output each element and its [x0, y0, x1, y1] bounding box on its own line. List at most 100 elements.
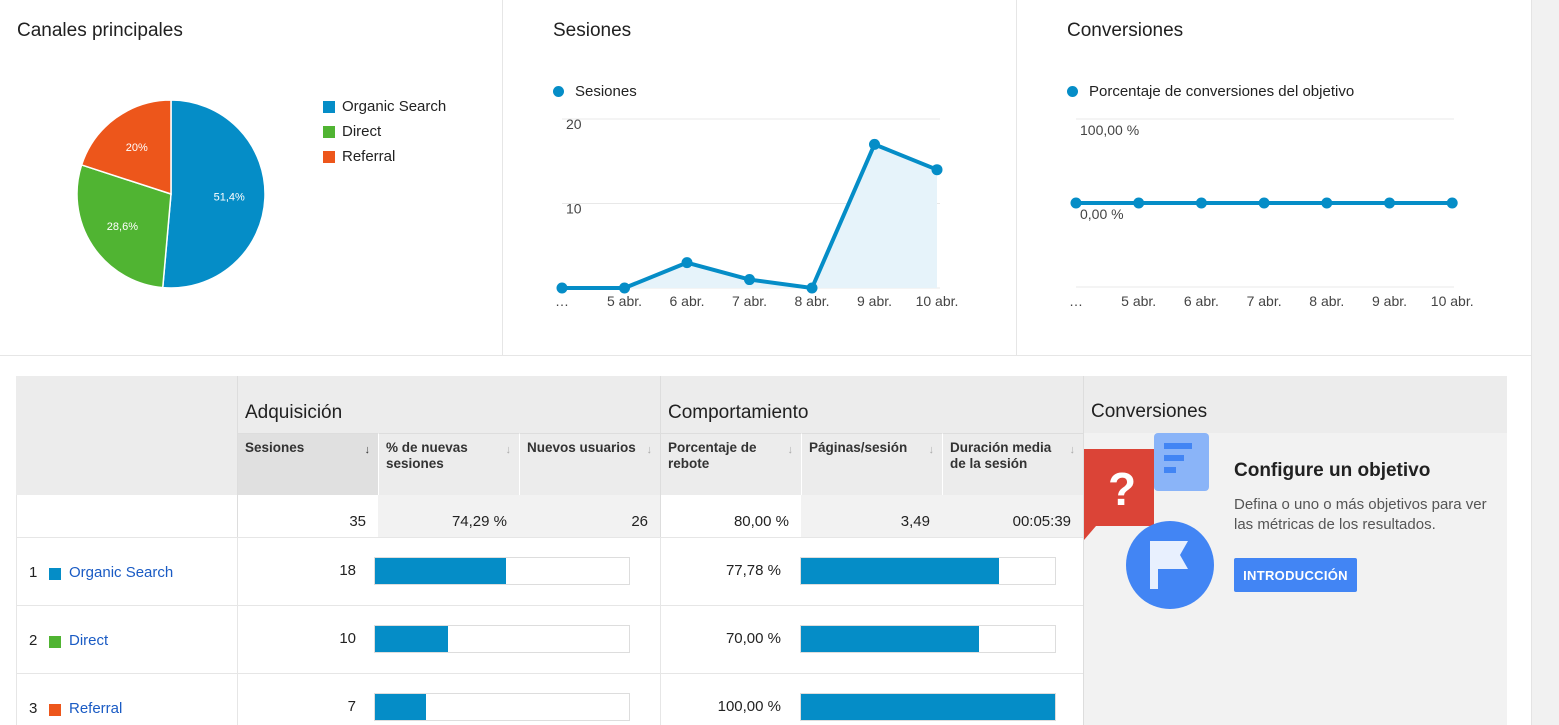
col-sessions[interactable]: Sesiones ↓: [237, 433, 378, 495]
col-divider: [237, 537, 238, 725]
data-point: [1258, 197, 1270, 209]
row-bounce: 100,00 %: [717, 698, 781, 715]
sessions-legend[interactable]: Sesiones: [553, 83, 637, 100]
col-pages-label: Páginas/sesión: [809, 440, 908, 455]
row-bounce: 70,00 %: [725, 630, 781, 647]
x-tick-label: 9 abr.: [857, 293, 892, 309]
col-pages[interactable]: Páginas/sesión ↓: [801, 433, 942, 495]
sessions-share-bar: [374, 693, 630, 721]
sort-icon: ↓: [646, 444, 653, 456]
sessions-share-bar: [374, 625, 630, 653]
y-tick-label: 0,00 %: [1080, 206, 1124, 222]
data-point: [556, 282, 568, 294]
totals-label-cell: [16, 495, 237, 537]
sessions-panel-title: Sesiones: [553, 20, 632, 41]
x-tick-label: 7 abr.: [1247, 293, 1282, 309]
y-tick-label: 100,00 %: [1080, 122, 1139, 138]
series-area: [562, 144, 937, 288]
table-left-border: [16, 537, 17, 725]
table-row: 3 Referral 7 100,00 %: [16, 673, 1083, 725]
top-channels-pie-chart: 51,4% 28,6% 20%: [76, 99, 266, 289]
data-point: [619, 282, 630, 294]
col-bounce-label: Porcentaje de rebote: [668, 440, 757, 471]
goal-cta-title: Configure un objetivo: [1234, 460, 1431, 481]
legend-label-referral: Referral: [342, 148, 396, 165]
data-point: [744, 274, 755, 286]
bounce-rate-bar: [800, 625, 1056, 653]
row-rank: 1: [29, 564, 38, 581]
data-point: [1321, 197, 1333, 209]
goal-cta-description: Defina o uno o más objetivos para ver la…: [1234, 496, 1487, 533]
y-tick-label: 10: [566, 201, 582, 217]
legend-swatch-organic: [323, 100, 335, 113]
channel-color-swatch: [49, 636, 61, 648]
x-tick-label: …: [1069, 293, 1083, 309]
conversions-legend-dot: [1067, 86, 1078, 97]
col-duration-label: Duración media de la sesión: [950, 440, 1052, 471]
legend-item-organic[interactable]: Organic Search: [323, 98, 446, 115]
channel-color-swatch: [49, 704, 61, 716]
sessions-share-fill: [375, 558, 506, 584]
conversions-panel-title: Conversiones: [1067, 20, 1184, 41]
col-new-users-label: Nuevos usuarios: [527, 440, 636, 455]
col-new-sessions[interactable]: % de nuevas sesiones ↓: [378, 433, 519, 495]
scrollbar[interactable]: [1531, 0, 1559, 725]
goal-intro-button[interactable]: INTRODUCCIÓN: [1234, 558, 1357, 592]
x-tick-label: 8 abr.: [794, 293, 829, 309]
top-channels-title: Canales principales: [17, 20, 183, 41]
sessions-share-fill: [375, 694, 426, 720]
col-new-users[interactable]: Nuevos usuarios ↓: [519, 433, 660, 495]
x-tick-label: 5 abr.: [607, 293, 642, 309]
legend-label-organic: Organic Search: [342, 98, 447, 115]
sort-icon: ↓: [1069, 444, 1076, 456]
legend-swatch-direct: [323, 125, 335, 138]
x-tick-label: 5 abr.: [1121, 293, 1156, 309]
x-tick-label: 10 abr.: [916, 293, 959, 309]
channel-link[interactable]: Referral: [69, 700, 123, 717]
bounce-rate-bar: [800, 557, 1056, 585]
sessions-panel: Sesiones Sesiones 20 10 … 5 abr. 6 abr. 7 abr…: [502, 0, 1016, 356]
data-point: [1070, 197, 1082, 209]
channel-link[interactable]: Direct: [69, 632, 109, 649]
sessions-share-bar: [374, 557, 630, 585]
table-corner: [16, 376, 237, 495]
goal-cta-panel: ? Configure un objetivo Defina o uno o m…: [1083, 433, 1507, 725]
data-point: [806, 282, 818, 294]
group-conversions: Conversiones: [1083, 376, 1507, 433]
pie-slice-label-0: 51,4%: [214, 192, 245, 204]
data-point: [869, 138, 880, 150]
conversions-legend-label: Porcentaje de conversiones del objetivo: [1089, 83, 1355, 100]
x-tick-label: 10 abr.: [1431, 293, 1474, 309]
row-rank: 3: [29, 700, 38, 717]
x-tick-label: 8 abr.: [1309, 293, 1344, 309]
total-pages: 3,49: [801, 495, 942, 537]
x-tick-label: …: [555, 293, 569, 309]
group-acquisition: Adquisición: [237, 376, 660, 433]
col-bounce[interactable]: Porcentaje de rebote ↓: [660, 433, 801, 495]
channel-link[interactable]: Organic Search: [69, 564, 174, 581]
svg-text:?: ?: [1108, 463, 1136, 515]
col-duration[interactable]: Duración media de la sesión ↓: [942, 433, 1083, 495]
channels-table: Adquisición Comportamiento Conversiones …: [16, 376, 1507, 725]
conversions-chart[interactable]: 100,00 % 0,00 % … 5 abr. 6 abr. 7 abr. 8 abr. 9…: [1017, 110, 1531, 320]
total-new-sessions: 74,29 %: [378, 495, 519, 537]
x-tick-label: 6 abr.: [1184, 293, 1219, 309]
row-sessions: 10: [339, 630, 356, 647]
sessions-legend-dot: [553, 86, 564, 97]
col-sessions-label: Sesiones: [245, 440, 305, 455]
legend-item-referral[interactable]: Referral: [323, 148, 395, 165]
col-new-sessions-label: % de nuevas sesiones: [386, 440, 468, 471]
data-point: [1133, 197, 1145, 209]
legend-item-direct[interactable]: Direct: [323, 123, 381, 140]
data-point: [931, 164, 943, 176]
sort-icon: ↓: [928, 444, 935, 456]
bounce-rate-fill: [801, 694, 1055, 720]
pie-slice-2: [80, 99, 172, 196]
top-channels-panel: Canales principales 51,4% 28,6% 20% Organi…: [0, 0, 502, 356]
data-point: [1195, 197, 1207, 209]
conversions-legend[interactable]: Porcentaje de conversiones del objetivo: [1067, 83, 1354, 100]
sort-icon: ↓: [787, 444, 794, 456]
data-point: [1446, 197, 1458, 209]
row-sessions: 18: [339, 562, 356, 579]
sessions-chart[interactable]: 20 10 … 5 abr. 6 abr. 7 abr. 8 abr. 9 abr. 10 ab…: [503, 110, 1016, 320]
